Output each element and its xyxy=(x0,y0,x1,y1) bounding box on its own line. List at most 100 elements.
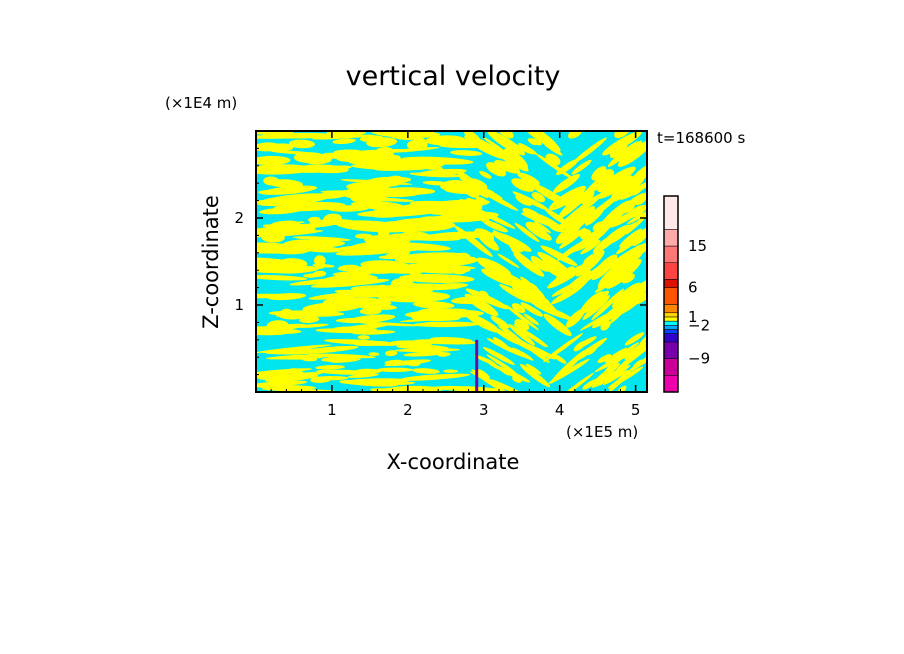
colorbar-segment xyxy=(663,195,679,230)
velocity-streak xyxy=(504,272,542,300)
velocity-streak xyxy=(602,131,643,156)
velocity-streak xyxy=(366,386,416,392)
plot-frame xyxy=(255,130,648,393)
velocity-streak xyxy=(360,260,411,271)
velocity-streak xyxy=(486,338,528,359)
velocity-streak xyxy=(260,223,334,230)
velocity-streak xyxy=(264,348,340,355)
velocity-streak xyxy=(459,198,491,225)
velocity-streak xyxy=(607,141,639,167)
velocity-streak xyxy=(344,221,385,226)
velocity-streak xyxy=(571,159,592,175)
x-axis: 1 2 3 4 5 xyxy=(270,131,641,419)
velocity-streak xyxy=(256,274,308,281)
velocity-streak xyxy=(605,258,642,289)
colorbar-segment xyxy=(663,329,679,334)
velocity-streak xyxy=(315,365,345,370)
colorbar-segment xyxy=(663,312,679,318)
velocity-streak xyxy=(525,363,542,375)
x-tick-label: 5 xyxy=(631,401,641,419)
velocity-streak xyxy=(565,308,585,328)
velocity-streak xyxy=(479,170,492,179)
velocity-streak xyxy=(499,284,530,303)
velocity-streak xyxy=(580,291,605,314)
colorbar-tick-label: −9 xyxy=(688,350,710,368)
velocity-streak xyxy=(474,354,495,365)
velocity-streak xyxy=(310,278,390,288)
velocity-streak xyxy=(572,137,607,164)
downdraft-jet xyxy=(475,339,479,392)
velocity-streak xyxy=(385,350,398,357)
velocity-streak xyxy=(552,174,581,194)
velocity-streak xyxy=(514,319,530,331)
velocity-streak xyxy=(540,245,578,266)
velocity-streak xyxy=(265,354,331,360)
velocity-streak xyxy=(551,282,577,297)
y-scale-label: (×1E4 m) xyxy=(165,94,237,112)
velocity-streak xyxy=(352,330,396,335)
y-axis-label: Z-coordinate xyxy=(199,195,223,329)
velocity-streak xyxy=(389,340,434,347)
velocity-streak xyxy=(276,310,305,320)
velocity-streak xyxy=(420,165,444,170)
velocity-streak xyxy=(597,175,634,199)
colorbar-segment xyxy=(663,341,679,359)
velocity-streak xyxy=(591,288,625,321)
velocity-streak xyxy=(624,332,645,346)
velocity-streak xyxy=(545,264,569,279)
chart-title: vertical velocity xyxy=(346,61,561,92)
velocity-streak xyxy=(323,213,342,224)
velocity-streak xyxy=(512,191,550,211)
velocity-streak xyxy=(311,134,374,140)
velocity-streak xyxy=(597,354,612,364)
velocity-streak xyxy=(358,201,380,206)
velocity-streak xyxy=(628,348,647,372)
velocity-streak xyxy=(288,139,315,149)
velocity-streak xyxy=(256,326,278,333)
velocity-streak xyxy=(511,178,535,192)
velocity-streak xyxy=(529,138,542,146)
velocity-streak xyxy=(256,371,304,380)
colorbar-tick-label: 15 xyxy=(688,237,707,255)
velocity-streak xyxy=(525,369,544,383)
velocity-streak xyxy=(281,239,314,250)
velocity-streak xyxy=(511,303,526,314)
velocity-streak xyxy=(555,372,595,392)
velocity-streak xyxy=(591,307,623,329)
velocity-streak xyxy=(621,273,635,284)
velocity-streak xyxy=(617,140,647,167)
colorbar-tick-label: 1 xyxy=(688,308,698,326)
colorbar-segment xyxy=(663,262,679,280)
x-axis-label: X-coordinate xyxy=(387,450,520,474)
y-tick-label: 1 xyxy=(234,296,244,314)
velocity-streak xyxy=(609,244,641,271)
velocity-streak xyxy=(464,312,500,333)
velocity-streak xyxy=(552,353,567,364)
velocity-streak xyxy=(464,184,480,198)
velocity-streak xyxy=(607,366,644,389)
velocity-streak xyxy=(405,221,456,232)
colorbar: 15 6 1−2 −9 xyxy=(663,195,710,393)
velocity-streak xyxy=(548,185,587,211)
velocity-streak xyxy=(476,231,499,251)
velocity-streak xyxy=(336,189,403,198)
velocity-streak xyxy=(300,246,343,253)
velocity-streak xyxy=(580,190,595,205)
velocity-streak xyxy=(354,242,419,250)
velocity-streak xyxy=(599,169,615,182)
velocity-streak xyxy=(403,351,445,357)
velocity-streak xyxy=(568,131,583,139)
velocity-streak xyxy=(528,182,565,203)
x-tick-label: 1 xyxy=(327,401,337,419)
velocity-streak xyxy=(531,192,546,203)
velocity-streak xyxy=(500,369,510,376)
velocity-streak xyxy=(523,313,540,326)
velocity-streak xyxy=(537,251,571,276)
velocity-streak xyxy=(293,152,327,164)
velocity-streak xyxy=(322,298,351,309)
velocity-streak xyxy=(559,227,586,249)
velocity-streak xyxy=(573,340,586,352)
velocity-streak xyxy=(628,192,647,206)
velocity-streak xyxy=(590,268,600,278)
